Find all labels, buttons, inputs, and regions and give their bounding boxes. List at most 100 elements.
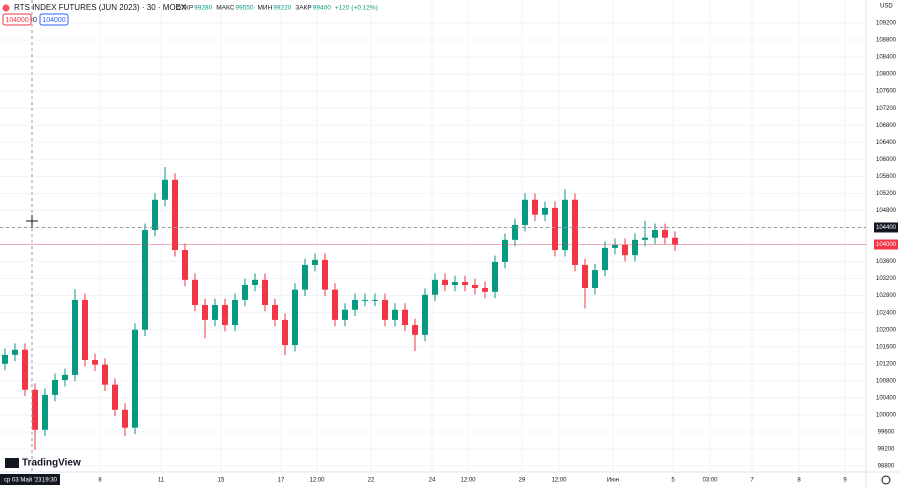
ohlc-value: 99550 bbox=[235, 5, 253, 12]
candle-body bbox=[652, 230, 658, 238]
y-tick-label: 108400 bbox=[876, 55, 897, 61]
candle-body bbox=[352, 299, 358, 310]
candle-body bbox=[542, 207, 548, 215]
candle-body bbox=[72, 299, 78, 375]
candle-body bbox=[262, 279, 268, 306]
candle-body bbox=[122, 409, 128, 428]
ohlc-label: МАКС bbox=[216, 5, 234, 12]
candle-body bbox=[172, 179, 178, 251]
y-tick-label: 102800 bbox=[876, 293, 897, 299]
candle-body bbox=[332, 289, 338, 320]
candle-body bbox=[342, 309, 348, 320]
candle-body bbox=[82, 299, 88, 360]
y-tick-label: 103600 bbox=[876, 259, 897, 265]
candle-body bbox=[472, 284, 478, 288]
x-tick-label: 12:00 bbox=[309, 478, 325, 484]
candle-body bbox=[362, 299, 368, 301]
candle-body bbox=[222, 305, 228, 326]
crosshair-time-box bbox=[0, 474, 60, 485]
x-tick-label: 8 bbox=[98, 478, 102, 484]
candles bbox=[2, 166, 678, 450]
logo-text: TradingView bbox=[22, 458, 81, 469]
y-tick-label: 98800 bbox=[878, 464, 895, 470]
candle-body bbox=[202, 305, 208, 320]
input-value: 0 bbox=[33, 17, 37, 24]
symbol-icon bbox=[2, 4, 10, 12]
candle-body bbox=[52, 379, 58, 395]
candle-body bbox=[552, 207, 558, 251]
candle-body bbox=[572, 199, 578, 265]
y-tick-label: 107200 bbox=[876, 106, 897, 112]
x-tick-label: 03:00 bbox=[702, 478, 718, 484]
y-tick-label: 104800 bbox=[876, 208, 897, 214]
candle-body bbox=[372, 299, 378, 301]
input-box[interactable] bbox=[2, 13, 32, 26]
ohlc-label: ЗАКР bbox=[295, 5, 311, 12]
y-tick-label: 106400 bbox=[876, 140, 897, 146]
candle-body bbox=[592, 270, 598, 288]
currency-label[interactable]: USD bbox=[880, 4, 893, 10]
candle-body bbox=[382, 299, 388, 320]
candle-body bbox=[32, 389, 38, 430]
candle-body bbox=[462, 282, 468, 285]
settings-button[interactable] bbox=[881, 475, 891, 485]
y-tick-label: 109200 bbox=[876, 21, 897, 27]
candle-body bbox=[232, 299, 238, 326]
candle-body bbox=[162, 179, 168, 200]
candle-body bbox=[482, 287, 488, 292]
candle-body bbox=[642, 237, 648, 240]
input-value: 104000 bbox=[42, 17, 65, 24]
candle-body bbox=[312, 259, 318, 265]
y-tick-label: 108800 bbox=[876, 38, 897, 44]
candle-body bbox=[662, 230, 668, 238]
y-tick-label: 101200 bbox=[876, 361, 897, 367]
candle-body bbox=[42, 394, 48, 430]
candle-body bbox=[212, 305, 218, 320]
ohlc-value: 99220 bbox=[273, 5, 291, 12]
y-tick-label: 103200 bbox=[876, 276, 897, 282]
candle-body bbox=[92, 359, 98, 365]
input-value: 104000 bbox=[5, 17, 28, 24]
candle-body bbox=[322, 259, 328, 290]
logo-icon bbox=[5, 458, 19, 468]
candle-body bbox=[62, 374, 68, 380]
candle-body bbox=[2, 354, 8, 364]
ohlc-value: 99400 bbox=[313, 5, 331, 12]
candle-body bbox=[412, 325, 418, 335]
candle-body bbox=[672, 237, 678, 245]
x-tick-label: 24 bbox=[429, 478, 436, 484]
candle-body bbox=[252, 279, 258, 285]
y-tick-label: 99200 bbox=[878, 447, 895, 453]
candle-body bbox=[522, 199, 528, 225]
x-tick-label: 29 bbox=[519, 478, 526, 484]
candle-body bbox=[192, 279, 198, 306]
x-tick-label: 7 bbox=[750, 478, 754, 484]
x-tick-label: 12:00 bbox=[551, 478, 567, 484]
crosshair-time: 19:30 bbox=[42, 478, 58, 484]
x-tick-label: 11 bbox=[158, 478, 165, 484]
candle-body bbox=[182, 250, 188, 280]
candle-body bbox=[132, 329, 138, 428]
candle-body bbox=[622, 244, 628, 256]
candle-body bbox=[502, 239, 508, 262]
candle-body bbox=[12, 349, 18, 355]
crosshair-price-label: 104400 bbox=[876, 225, 897, 231]
input-box[interactable] bbox=[39, 13, 69, 26]
x-tick-label: 15 bbox=[218, 478, 225, 484]
candle-body bbox=[532, 199, 538, 215]
candle-body bbox=[402, 309, 408, 326]
candle-body bbox=[302, 264, 308, 290]
x-tick-label: 12:00 bbox=[460, 478, 476, 484]
candle-body bbox=[562, 199, 568, 251]
candle-body bbox=[442, 279, 448, 285]
candle-body bbox=[142, 230, 148, 330]
y-tick-label: 102400 bbox=[876, 310, 897, 316]
y-tick-label: 108000 bbox=[876, 72, 897, 78]
y-tick-label: 102000 bbox=[876, 327, 897, 333]
y-tick-label: 100000 bbox=[876, 412, 897, 418]
y-tick-label: 100800 bbox=[876, 378, 897, 384]
crosshair-price-box bbox=[874, 222, 898, 233]
